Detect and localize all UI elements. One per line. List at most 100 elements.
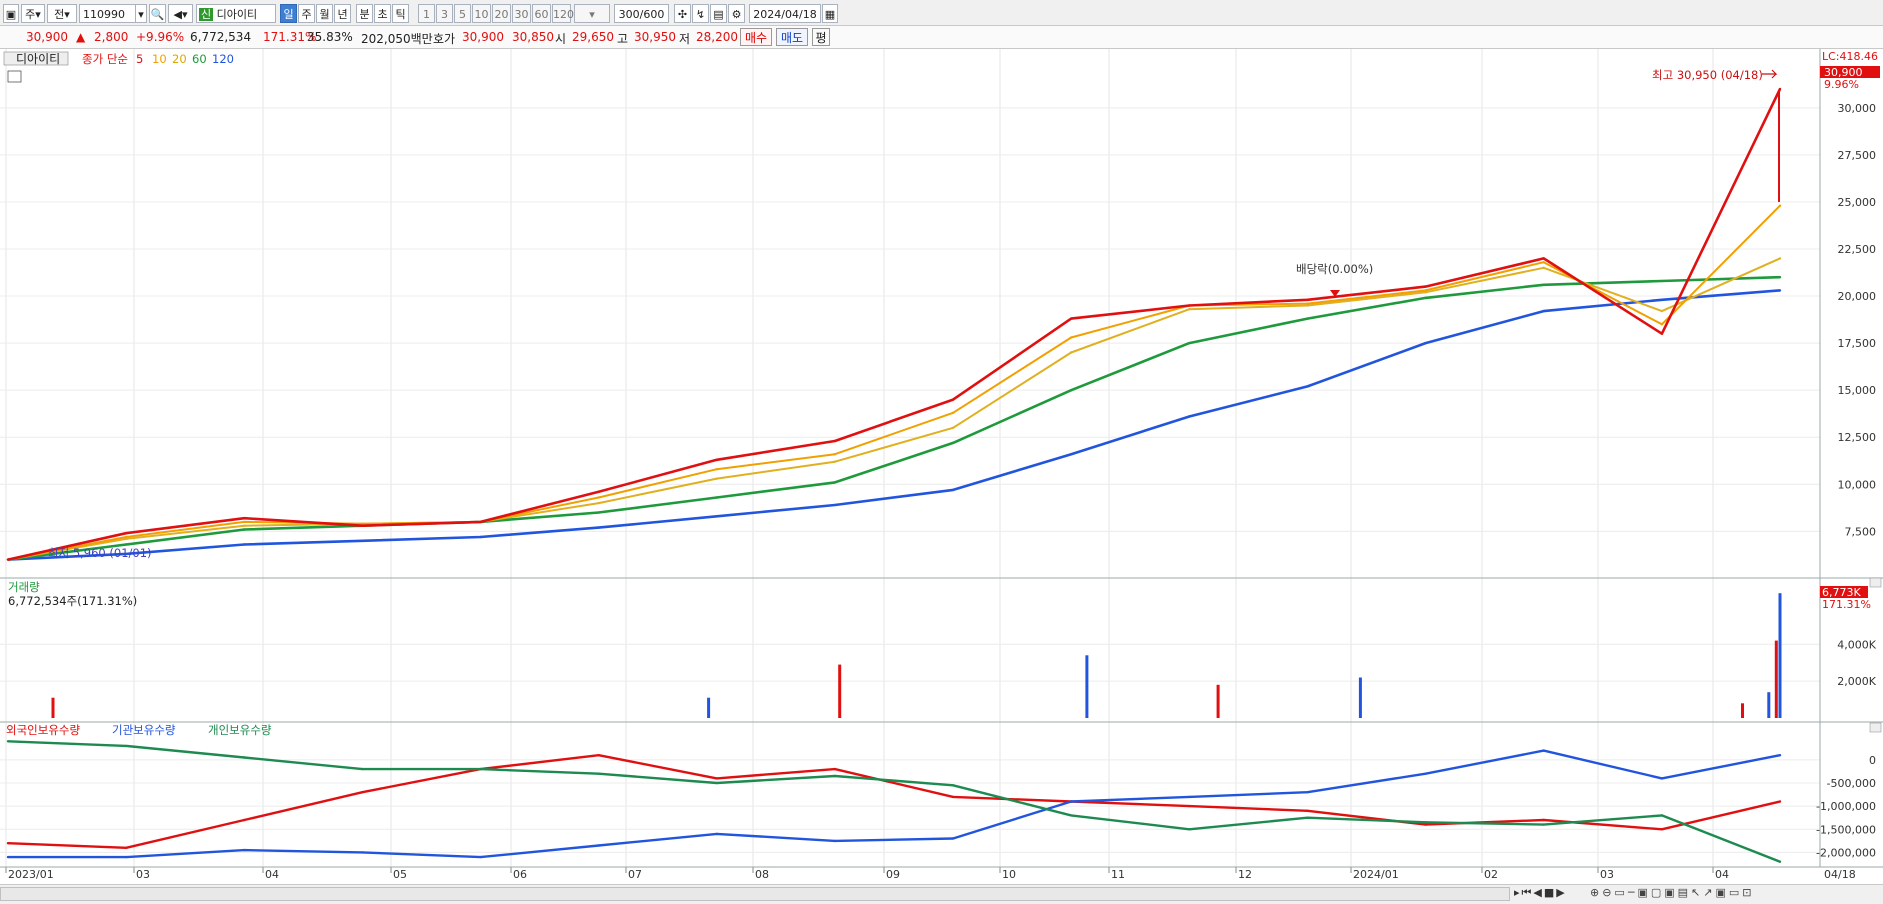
holding-point — [1070, 814, 1073, 817]
ma-120-point — [951, 488, 955, 492]
window-icon[interactable]: ▣ — [3, 4, 19, 23]
tab-period-5[interactable]: 초 — [374, 4, 391, 23]
ma-60-point — [1424, 296, 1427, 300]
interval-custom-select[interactable]: ▾ — [574, 4, 610, 23]
ma-5-point — [1542, 257, 1545, 260]
current-price: 30,900 — [26, 30, 68, 44]
ma-60-line — [7, 275, 1781, 561]
volume-tag-pct: 171.31% — [1822, 598, 1871, 611]
new-badge: 신 — [199, 8, 214, 21]
horizontal-scrollbar[interactable] — [0, 887, 1510, 901]
avg-button[interactable]: 평 — [812, 28, 830, 46]
ma-120-point — [1542, 309, 1545, 313]
holding-line-1 — [8, 749, 1781, 859]
period-type-select[interactable]: 주▾ — [21, 4, 45, 23]
dividend-marker — [1330, 290, 1340, 297]
interval-10[interactable]: 10 — [472, 4, 491, 23]
ma-120-line — [7, 289, 1781, 561]
holding-point — [479, 855, 482, 859]
holding-point — [1188, 828, 1191, 831]
tab-period-2[interactable]: 월 — [316, 4, 333, 23]
holding-point — [951, 837, 955, 840]
holding-point — [6, 855, 10, 859]
sell-button[interactable]: 매도 — [776, 28, 808, 46]
holding-point — [1542, 749, 1545, 752]
chart-area[interactable]: 7,500 10,000 12,500 15,000 17,500 20,000 22,50… — [0, 49, 1883, 884]
tab-period-4[interactable]: 분 — [356, 4, 373, 23]
ma-20-point — [1306, 304, 1309, 307]
turnover-rate: 35.83% — [307, 30, 353, 44]
holding-point — [1542, 823, 1545, 826]
speaker-icon[interactable]: ◀▾ — [168, 4, 193, 23]
volume-bar — [51, 697, 55, 718]
interval-20[interactable]: 20 — [492, 4, 511, 23]
ma-5-point — [951, 398, 955, 401]
holding-point — [124, 855, 128, 859]
interval-30[interactable]: 30 — [512, 4, 531, 23]
zoom-controls[interactable]: ⊕⊖▭─▣▢▣▤↖↗▣▭⊡ — [1590, 886, 1755, 899]
interval-120[interactable]: 120 — [552, 4, 574, 23]
price-title-box[interactable] — [3, 51, 69, 66]
ma-5-point — [361, 524, 364, 527]
open-price: 29,650 — [572, 30, 614, 44]
holding-point — [1778, 800, 1782, 803]
holding-point — [715, 781, 718, 785]
x-axis-label: 04 — [265, 868, 279, 881]
tab-period-6[interactable]: 틱 — [392, 4, 409, 23]
price-ytick-label: 15,000 — [1838, 384, 1877, 397]
dividend-note: 배당락(0.00%) — [1296, 262, 1373, 276]
save-icon[interactable]: ▤ — [710, 4, 727, 23]
volume-bar — [1216, 684, 1220, 718]
ma-10-point — [1660, 323, 1664, 326]
stock-code-input[interactable]: 110990 — [79, 4, 136, 23]
stock-name-box[interactable]: 신 디아이티 — [196, 4, 276, 23]
individual-holding-label: 개인보유수량 — [208, 723, 272, 737]
x-axis-label: 11 — [1111, 868, 1125, 881]
holding-point — [124, 744, 128, 748]
holding-point — [951, 795, 955, 799]
volume-layer — [51, 593, 1782, 718]
volume-tag-text: 6,773K — [1822, 586, 1861, 599]
tab-period-1[interactable]: 주 — [298, 4, 315, 23]
price-ytick-label: 22,500 — [1838, 243, 1877, 256]
chart-tool-icon[interactable]: ↯ — [692, 4, 709, 23]
code-dropdown-icon[interactable]: ▾ — [135, 4, 147, 23]
panel-menu-icon[interactable] — [7, 70, 22, 83]
x-axis-label: 05 — [393, 868, 407, 881]
price-ytick-label: 7,500 — [1845, 525, 1877, 538]
ma-120-point — [1424, 341, 1427, 345]
ma-60-point — [833, 481, 837, 484]
price-ytick-label: 27,500 — [1838, 149, 1877, 162]
ma-label: 종가 단순 — [82, 52, 128, 66]
search-icon[interactable]: 🔍 — [149, 4, 166, 23]
count-input[interactable]: 300/600 — [614, 4, 669, 23]
holding-point — [597, 754, 600, 757]
ask-label: 호가 — [433, 32, 456, 46]
ma-20-point — [243, 524, 246, 527]
quote-bar: 30,900 ▲ 2,800 +9.96% 6,772,534 171.31% … — [0, 26, 1883, 49]
interval-5[interactable]: 5 — [454, 4, 471, 23]
gear-icon[interactable]: ⚙ — [728, 4, 745, 23]
stock-code-value: 110990 — [83, 8, 125, 21]
crosshair-icon[interactable]: ✣ — [674, 4, 691, 23]
interval-3[interactable]: 3 — [436, 4, 453, 23]
holding-ytick-label: -500,000 — [1827, 777, 1876, 790]
calendar-icon[interactable]: ▦ — [822, 4, 838, 23]
date-input[interactable]: 2024/04/18 — [749, 4, 821, 23]
volume-close-icon[interactable] — [1869, 577, 1882, 588]
high-note: 최고 30,950 (04/18) — [1652, 68, 1763, 82]
buy-button[interactable]: 매수 — [740, 28, 772, 46]
tab-period-0[interactable]: 일 — [280, 4, 297, 23]
holding-point — [361, 791, 364, 794]
interval-60[interactable]: 60 — [532, 4, 551, 23]
market-select[interactable]: 전▾ — [47, 4, 77, 23]
holding-point — [361, 851, 364, 854]
ma-20-line — [7, 257, 1781, 561]
interval-1[interactable]: 1 — [418, 4, 435, 23]
holding-point — [1542, 818, 1545, 822]
holding-point — [6, 740, 10, 743]
ma-20-label: 20 — [172, 52, 187, 66]
scroll-controls[interactable]: ▸⏮◀■▶ — [1514, 886, 1567, 899]
tab-period-3[interactable]: 년 — [334, 4, 351, 23]
holding-close-icon[interactable] — [1869, 722, 1882, 733]
